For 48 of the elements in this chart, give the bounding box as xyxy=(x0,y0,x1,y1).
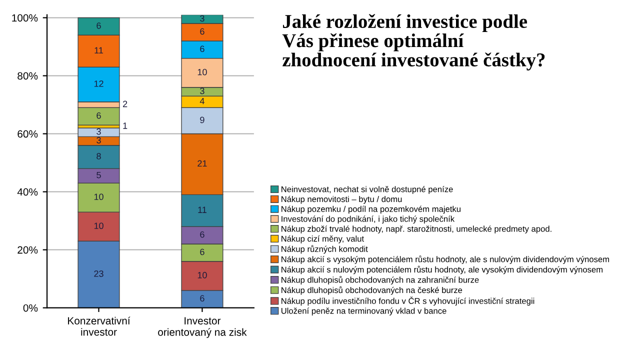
data-label: 6 xyxy=(200,295,204,302)
text: Jaké rozložení investice podle Vás přinese optimální zhodnocení investované částky? xyxy=(282,14,545,70)
data-label: 10 xyxy=(198,272,207,278)
data-label: 8 xyxy=(96,153,101,160)
data-label: 5 xyxy=(96,172,101,178)
data-label: 6 xyxy=(200,28,204,35)
data-label: 3 xyxy=(200,15,204,22)
legend-label: Nákup akcií s vysokým potenciálem růstu hodnoty, ale s nulovým dividendovým výnosem xyxy=(282,255,609,264)
legend-label: Nákup dluhopisů obchodovaných na zahraniční burze xyxy=(282,276,479,284)
data-label: 3 xyxy=(96,137,101,144)
data-label: 10 xyxy=(198,68,207,76)
data-label: 1 xyxy=(123,122,128,129)
data-label: 4 xyxy=(200,98,204,104)
data-label: 2 xyxy=(123,100,128,108)
legend-label: Nákup zboží trvalé hodnoty, např. starožitnosti, umelecké predmety apod. xyxy=(282,226,552,234)
legend-label: Nákup nemovitosti – bytu / domu xyxy=(282,196,402,204)
legend-label: Neinvestovat, nechat si volně dostupné peníze xyxy=(282,186,453,194)
x-tick-label: Investor orientovaný na zisk xyxy=(158,317,247,338)
data-label: 6 xyxy=(200,231,204,238)
data-label: 10 xyxy=(94,222,104,230)
legend-label: Nákup dluhopisů obchodovaných na české burze xyxy=(282,286,462,295)
legend-label: Uložení peněz na terminovaný vklad v bance xyxy=(281,308,446,316)
y-tick-label: 40% xyxy=(17,188,38,196)
legend-label: Investování do podnikání, i jako tichý společník xyxy=(282,216,455,224)
data-label: 3 xyxy=(200,88,204,94)
data-label: 3 xyxy=(96,128,101,135)
data-label: 23 xyxy=(94,270,104,277)
y-tick-label: 0% xyxy=(23,304,38,312)
legend-label: Nákup pozemku / podíl na pozemkovém majetku xyxy=(282,206,460,214)
y-tick-label: 20% xyxy=(18,246,38,254)
legend-label: Nákup cizí měny, valut xyxy=(282,235,364,244)
legend-label: Nákup akcií s nulovým potenciálem růstu hodnoty, ale vysokým dividendovým výnosem xyxy=(282,266,603,274)
data-label: 6 xyxy=(200,46,204,52)
data-label: 11 xyxy=(94,47,103,54)
x-tick-label: Konzervativní investor xyxy=(68,316,130,336)
data-label: 6 xyxy=(96,22,101,29)
data-label: 10 xyxy=(94,194,104,200)
y-tick-label: 100% xyxy=(12,14,38,22)
data-label: 21 xyxy=(198,160,207,167)
y-tick-label: 60% xyxy=(18,130,38,138)
data-label: 12 xyxy=(94,80,104,87)
data-label: 9 xyxy=(200,116,204,124)
data-label: 6 xyxy=(96,112,101,119)
data-label: 11 xyxy=(198,206,206,213)
legend-label: Nákup podílu investičního fondu v ČR s vyhovující investiční strategii xyxy=(282,296,534,306)
y-tick-label: 80% xyxy=(18,72,38,80)
legend-label: Nákup různých komodit xyxy=(282,245,368,254)
data-label: 6 xyxy=(200,248,204,256)
